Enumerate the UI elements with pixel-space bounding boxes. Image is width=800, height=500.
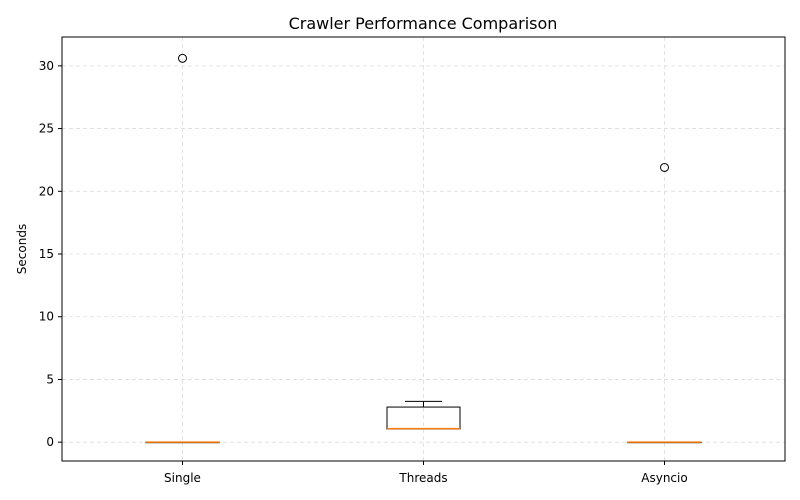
box-group-asyncio xyxy=(627,162,702,444)
ticks-layer: 0 5 10 15 20 25 30 Single Threads Asyncio xyxy=(39,59,688,485)
y-tick-label: 30 xyxy=(39,59,54,73)
y-tick-label: 10 xyxy=(39,310,54,324)
chart-title: Crawler Performance Comparison xyxy=(289,14,558,33)
x-tick-label: Asyncio xyxy=(641,471,687,485)
x-tick-label: Threads xyxy=(398,471,447,485)
x-tick-label: Single xyxy=(164,471,201,485)
outlier-point xyxy=(178,53,187,63)
y-axis-title: Seconds xyxy=(15,224,29,274)
box-group-threads xyxy=(386,400,461,430)
box-group-single xyxy=(145,53,220,444)
grid-layer xyxy=(62,37,785,461)
marks-layer xyxy=(145,53,702,444)
y-tick-label: 20 xyxy=(39,184,54,198)
y-tick-label: 25 xyxy=(39,122,54,136)
outlier-point xyxy=(660,162,669,172)
y-tick-label: 5 xyxy=(46,372,54,386)
y-tick-label: 0 xyxy=(46,435,54,449)
y-tick-label: 15 xyxy=(39,247,54,261)
